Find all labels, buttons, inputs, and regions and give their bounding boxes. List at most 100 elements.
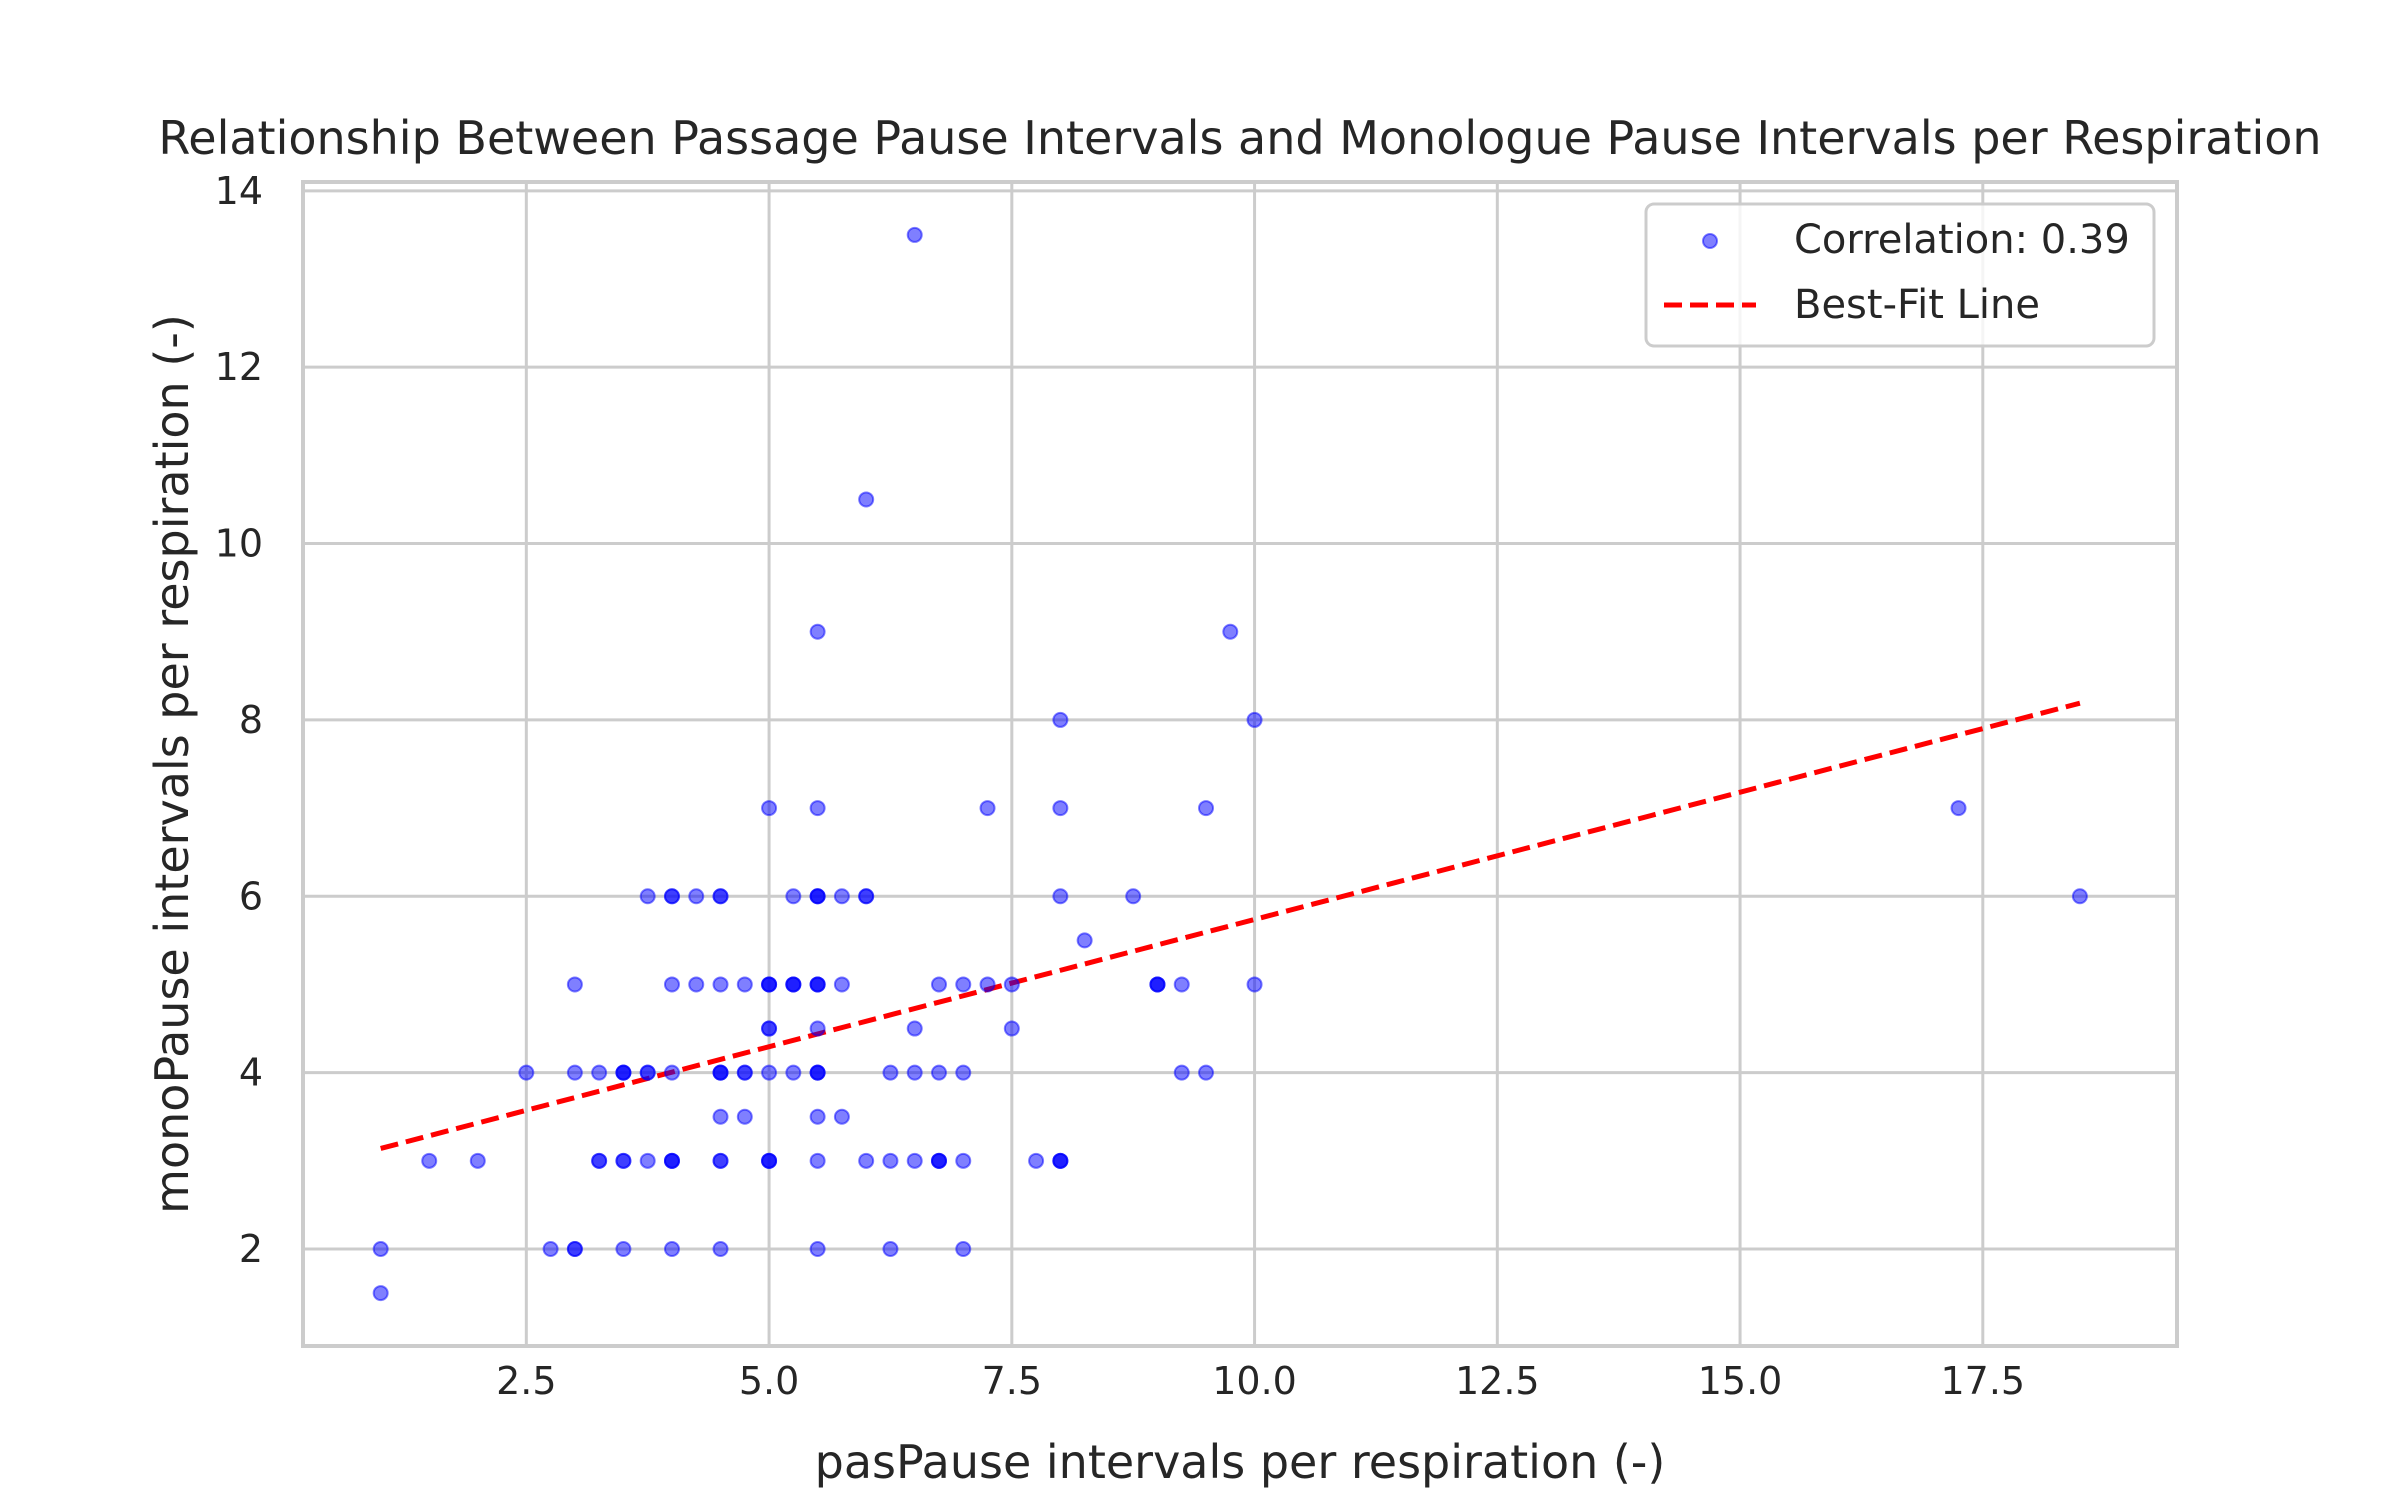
scatter-point [1198, 800, 1215, 817]
scatter-point [930, 1152, 947, 1169]
scatter-point [2071, 888, 2088, 905]
scatter-point [955, 1241, 972, 1257]
scatter-point [372, 1241, 389, 1257]
x-axis-ticks: 2.5 5.0 7.5 10.0 12.5 15.0 17.5 [496, 1359, 2025, 1403]
scatter-point [663, 976, 680, 993]
scatter-point [736, 976, 753, 993]
scatter-point [785, 888, 802, 905]
y-tick-label: 4 [239, 1051, 263, 1095]
scatter-points [372, 226, 2088, 1302]
y-tick-label: 2 [239, 1227, 263, 1271]
scatter-point [639, 1152, 656, 1169]
scatter-point [809, 800, 826, 817]
scatter-point [372, 1285, 389, 1302]
scatter-point [712, 1152, 729, 1169]
scatter-point [591, 1064, 608, 1081]
scatter-point [809, 1020, 826, 1037]
scatter-point [906, 1152, 923, 1169]
scatter-point [858, 888, 875, 905]
scatter-point [761, 1152, 778, 1169]
x-tick-label: 5.0 [739, 1359, 799, 1403]
scatter-point [1173, 976, 1190, 993]
y-axis-ticks: 2 4 6 8 10 12 14 [215, 169, 263, 1271]
scatter-point [955, 1152, 972, 1169]
scatter-point [566, 1241, 583, 1257]
scatter-point [1052, 800, 1069, 817]
x-tick-label: 7.5 [982, 1359, 1042, 1403]
scatter-point [712, 1108, 729, 1125]
scatter-point [930, 1064, 947, 1081]
scatter-point [809, 976, 826, 993]
scatter-point [833, 1108, 850, 1125]
x-axis-label: pasPause intervals per respiration (-) [815, 1435, 1666, 1489]
scatter-point [688, 888, 705, 905]
x-tick-label: 15.0 [1698, 1359, 1783, 1403]
scatter-point [761, 976, 778, 993]
scatter-point [882, 1064, 899, 1081]
scatter-point [712, 888, 729, 905]
scatter-point [542, 1241, 559, 1257]
legend-box [1644, 202, 2156, 348]
scatter-point [663, 1152, 680, 1169]
scatter-point [1222, 623, 1239, 640]
scatter-point [858, 491, 875, 508]
scatter-point [566, 1064, 583, 1081]
plot-frame [301, 180, 2179, 1348]
scatter-point [906, 1064, 923, 1081]
scatter-point [785, 976, 802, 993]
scatter-point [469, 1152, 486, 1169]
scatter-point [736, 1108, 753, 1125]
scatter-point [979, 800, 996, 817]
scatter-point [615, 1064, 632, 1081]
scatter-point [736, 1064, 753, 1081]
scatter-point [930, 976, 947, 993]
scatter-point [809, 1064, 826, 1081]
scatter-point [1173, 1064, 1190, 1081]
scatter-point [1950, 800, 1967, 817]
y-tick-label: 14 [215, 169, 263, 213]
scatter-point [761, 1020, 778, 1037]
scatter-point [906, 226, 923, 243]
legend-label-correlation: Correlation: 0.39 [1794, 217, 2130, 263]
scatter-point [809, 1152, 826, 1169]
legend: Correlation: 0.39 Best-Fit Line [1644, 202, 2156, 348]
scatter-point [1003, 976, 1020, 993]
scatter-point [955, 1064, 972, 1081]
x-tick-label: 17.5 [1940, 1359, 2025, 1403]
grid [303, 182, 2177, 1346]
scatter-point [1003, 1020, 1020, 1037]
x-tick-label: 2.5 [496, 1359, 556, 1403]
scatter-point [858, 1152, 875, 1169]
scatter-point [833, 888, 850, 905]
scatter-point [421, 1152, 438, 1169]
scatter-point [712, 976, 729, 993]
y-tick-label: 12 [215, 345, 263, 389]
scatter-point [979, 976, 996, 993]
x-tick-label: 12.5 [1455, 1359, 1540, 1403]
scatter-point [882, 1152, 899, 1169]
scatter-point [1149, 976, 1166, 993]
y-axis-label: monoPause intervals per respiration (-) [145, 314, 199, 1214]
scatter-point [1052, 888, 1069, 905]
scatter-point [639, 888, 656, 905]
y-tick-label: 6 [239, 874, 263, 918]
scatter-point [712, 1241, 729, 1257]
best-fit-line [380, 700, 2081, 1151]
scatter-point [615, 1241, 632, 1257]
scatter-point [1246, 711, 1263, 728]
legend-label-best-fit: Best-Fit Line [1794, 282, 2040, 328]
scatter-point [955, 976, 972, 993]
scatter-point [663, 888, 680, 905]
best-fit-line-layer [380, 700, 2081, 1151]
chart-title: Relationship Between Passage Pause Inter… [158, 111, 2321, 165]
scatter-point [591, 1152, 608, 1169]
scatter-point [1246, 976, 1263, 993]
scatter-point [1076, 932, 1093, 949]
scatter-point [639, 1064, 656, 1081]
scatter-point [1052, 1152, 1069, 1169]
scatter-point [906, 1020, 923, 1037]
scatter-point [663, 1241, 680, 1257]
scatter-point [809, 623, 826, 640]
scatter-point [833, 976, 850, 993]
